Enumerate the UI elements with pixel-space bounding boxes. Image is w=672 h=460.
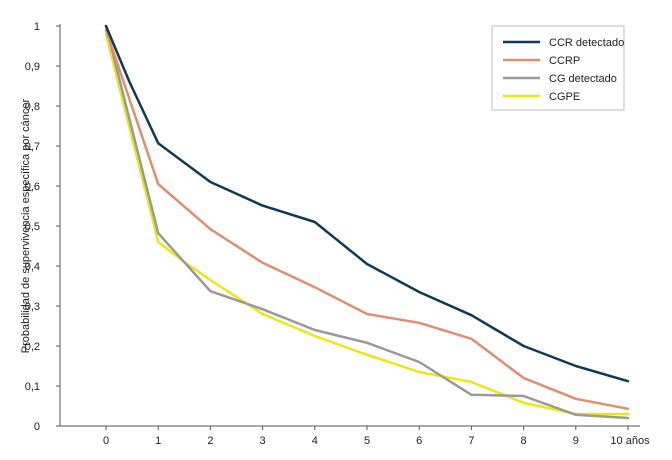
series-layer [104,24,630,420]
series-line-ccr-detectado [104,24,630,383]
y-tick-label: 0,6 [25,181,40,193]
y-tick-label: 0,5 [25,221,40,233]
y-tick-label: 0,1 [25,381,40,393]
legend: CCR detectado CCRP CG detectado CGPE [491,25,625,111]
x-tick-label: 0 [103,435,109,447]
legend-label-cg-detectado: CG detectado [549,73,617,85]
x-tick-label: 6 [416,435,422,447]
legend-label-cgpe: CGPE [549,91,580,103]
legend-label-ccr-detectado: CCR detectado [549,37,624,49]
y-tick-label: 1 [34,21,40,33]
legend-label-ccrp: CCRP [549,55,580,67]
y-tick-label: 0,2 [25,341,40,353]
series-line-ccrp [104,28,630,411]
x-tick-label: 1 [155,435,161,447]
series-line-cg-detectado [104,24,630,420]
x-tick-label: 8 [521,435,527,447]
y-tick-label: 0 [34,421,40,433]
x-tick-label: 10 años [610,435,650,447]
y-tick-label: 0,7 [25,141,40,153]
y-tick-label: 0,9 [25,61,40,73]
x-tick-label: 2 [207,435,213,447]
x-tick-label: 9 [573,435,579,447]
y-tick-label: 0,3 [25,301,40,313]
x-tick-label: 7 [468,435,474,447]
x-tick-label: 3 [260,435,266,447]
x-tick-label: 5 [364,435,370,447]
y-tick-label: 0,4 [25,261,40,273]
y-tick-label: 0,8 [25,101,40,113]
y-axis-label: Probabilidad de supervivencia específica… [20,98,32,353]
axes: 0 0,1 0,2 0,3 0,4 0,5 0,6 0,7 0,8 0,9 1 0 1 2 3 4 5 6 7 8 9 1… [25,21,650,447]
x-tick-label: 4 [312,435,318,447]
